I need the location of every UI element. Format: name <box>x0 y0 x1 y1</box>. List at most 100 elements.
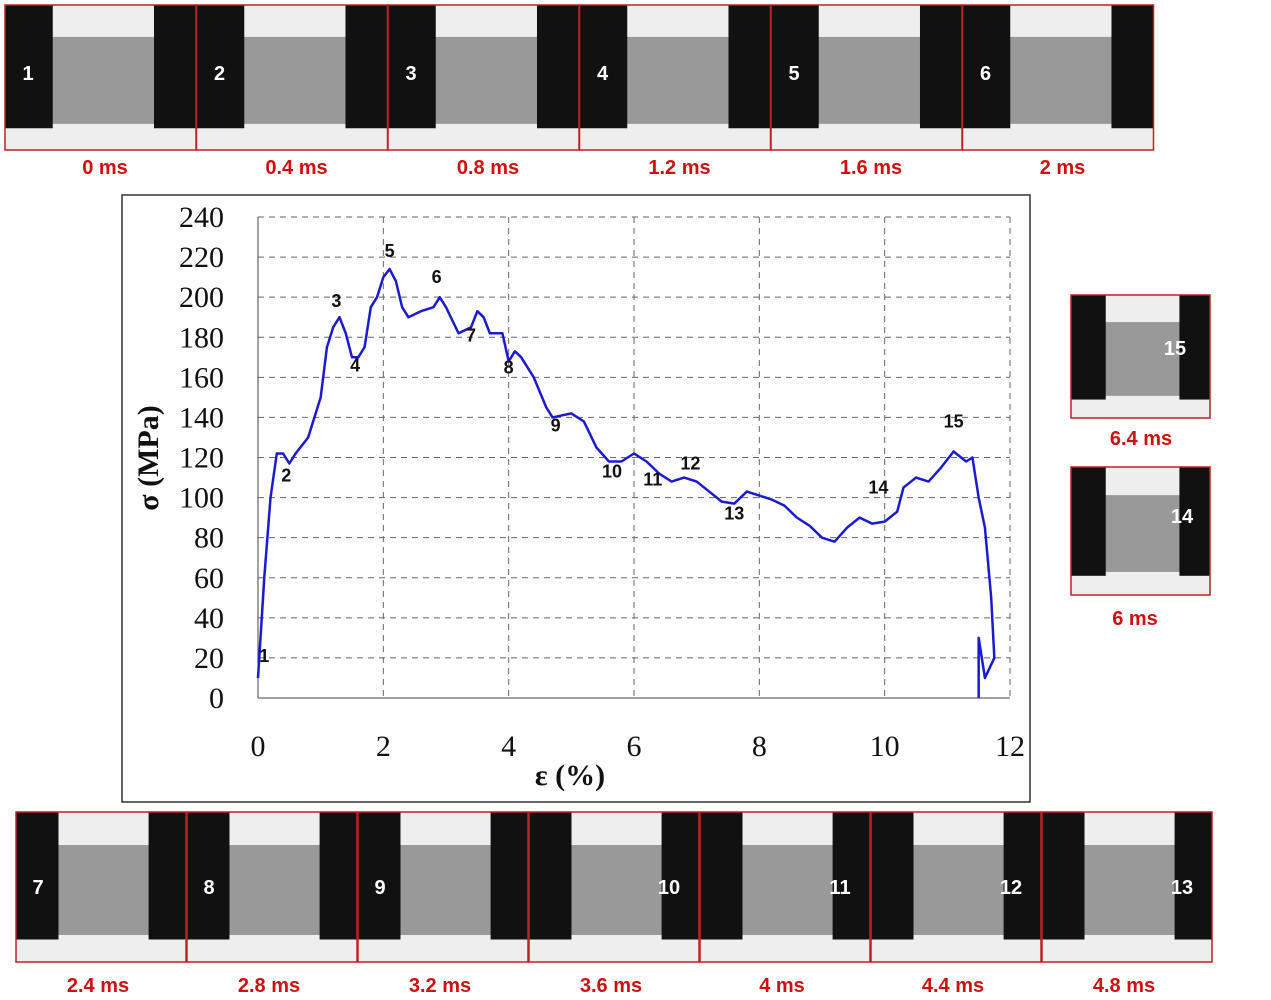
grip <box>1071 467 1106 576</box>
grip <box>700 812 743 940</box>
y-tick-label: 160 <box>179 361 224 394</box>
frame: 7 <box>15 811 187 963</box>
grip <box>319 812 357 940</box>
frame-time: 4.4 ms <box>922 975 984 997</box>
frame-number: 15 <box>1164 338 1186 360</box>
y-tick-label: 180 <box>179 321 224 354</box>
frame-time: 3.2 ms <box>409 975 471 997</box>
y-tick-label: 80 <box>194 522 224 555</box>
grip <box>919 5 962 129</box>
y-tick-label: 220 <box>179 241 224 274</box>
frame-time: 0 ms <box>82 157 128 179</box>
x-tick-label: 8 <box>752 730 767 763</box>
grip <box>1179 295 1210 400</box>
frame: 6 <box>961 4 1155 151</box>
x-tick-label: 12 <box>995 730 1025 763</box>
y-axis-label: σ (MPa) <box>132 405 165 510</box>
grip <box>148 812 186 940</box>
point-label: 14 <box>868 478 888 498</box>
specimen <box>905 845 1007 935</box>
grip <box>16 812 59 940</box>
frame-number: 12 <box>1000 877 1022 899</box>
y-tick-label: 40 <box>194 602 224 635</box>
x-tick-label: 0 <box>251 730 266 763</box>
frame-number: 14 <box>1171 506 1194 528</box>
frame-border <box>186 811 358 963</box>
point-label: 7 <box>466 325 476 345</box>
specimen <box>734 845 836 935</box>
specimen <box>234 36 350 124</box>
grip <box>358 812 401 940</box>
specimen <box>1098 495 1183 572</box>
frame-border <box>528 811 700 963</box>
frame-time: 4.8 ms <box>1093 975 1155 997</box>
frame-border <box>699 811 871 963</box>
frame: 15 <box>1070 294 1211 419</box>
frame-border <box>1041 811 1213 963</box>
point-label: 10 <box>602 462 622 482</box>
y-tick-label: 240 <box>179 201 224 234</box>
frame-time: 6 ms <box>1112 608 1158 630</box>
grip <box>1042 812 1085 940</box>
point-label: 2 <box>281 466 291 486</box>
grip <box>962 5 1011 129</box>
y-tick-label: 20 <box>194 642 224 675</box>
specimen <box>1000 36 1116 124</box>
grip <box>196 5 245 129</box>
frame-time: 1.6 ms <box>840 157 902 179</box>
frame-number: 2 <box>214 63 225 85</box>
frame: 5 <box>770 4 963 151</box>
specimen <box>392 845 494 935</box>
grip <box>728 5 771 129</box>
specimen <box>426 36 541 124</box>
point-label: 6 <box>432 267 442 287</box>
frame: 9 <box>357 811 529 963</box>
grip <box>5 5 53 129</box>
chart-frame <box>121 194 1031 803</box>
grip <box>832 812 870 940</box>
x-tick-label: 6 <box>627 730 642 763</box>
grip <box>871 812 914 940</box>
frame-number: 1 <box>22 63 33 85</box>
specimen <box>221 845 323 935</box>
frame-border <box>870 811 1042 963</box>
y-tick-label: 200 <box>179 281 224 314</box>
x-tick-label: 2 <box>376 730 391 763</box>
point-label: 3 <box>331 291 341 311</box>
point-label: 4 <box>350 355 360 375</box>
frame-border <box>357 811 529 963</box>
frame-number: 9 <box>374 877 385 899</box>
specimen <box>809 36 924 124</box>
frame-number: 7 <box>32 877 43 899</box>
grip <box>153 5 196 129</box>
frame-number: 4 <box>597 63 609 85</box>
grip <box>536 5 579 129</box>
x-tick-label: 10 <box>870 730 900 763</box>
frame-number: 5 <box>788 63 799 85</box>
frame: 14 <box>1070 466 1211 596</box>
specimen <box>563 845 665 935</box>
frame-border <box>15 811 187 963</box>
frame: 8 <box>186 811 358 963</box>
point-label: 8 <box>504 357 514 377</box>
y-tick-label: 120 <box>179 442 224 475</box>
grip <box>529 812 572 940</box>
x-tick-label: 4 <box>501 730 516 763</box>
grip <box>1111 5 1154 129</box>
point-label: 1 <box>259 646 269 666</box>
specimen <box>43 36 158 124</box>
specimen <box>1076 845 1178 935</box>
grip <box>490 812 528 940</box>
grip <box>345 5 388 129</box>
frame: 2 <box>195 4 389 151</box>
frame-number: 6 <box>980 63 991 85</box>
frame-time: 3.6 ms <box>580 975 642 997</box>
frame-time: 4 ms <box>759 975 805 997</box>
point-label: 15 <box>944 411 964 431</box>
frame-number: 13 <box>1171 877 1193 899</box>
frame-time: 2 ms <box>1040 157 1086 179</box>
frame-time: 2.8 ms <box>238 975 300 997</box>
y-tick-label: 100 <box>179 482 224 515</box>
grip <box>388 5 436 129</box>
